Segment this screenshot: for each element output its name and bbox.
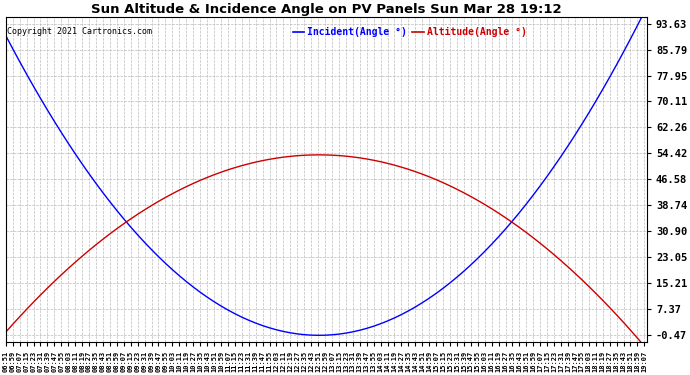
Legend: Incident(Angle °), Altitude(Angle °): Incident(Angle °), Altitude(Angle °) xyxy=(289,23,531,41)
Text: Copyright 2021 Cartronics.com: Copyright 2021 Cartronics.com xyxy=(7,27,152,36)
Title: Sun Altitude & Incidence Angle on PV Panels Sun Mar 28 19:12: Sun Altitude & Incidence Angle on PV Pan… xyxy=(91,3,562,16)
